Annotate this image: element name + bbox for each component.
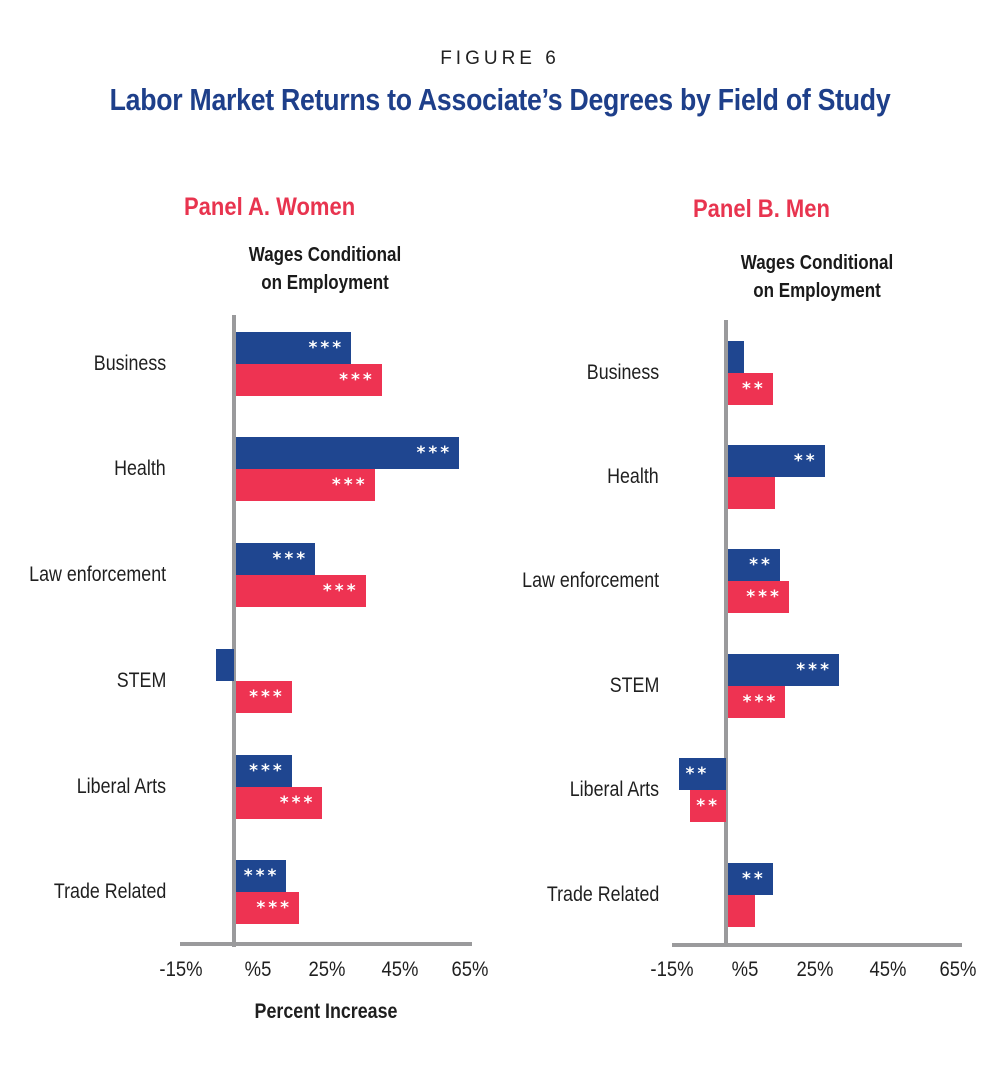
panel-b-x-tick-label: 45% <box>869 958 907 981</box>
panel-b-x-tick-label: %5 <box>731 958 759 981</box>
panel-a-bar: *** <box>236 332 352 364</box>
panel-a-x-tick-label: -15% <box>159 958 203 981</box>
panel-b-bar <box>728 477 775 509</box>
panel-b-x-tick-label: 25% <box>796 958 834 981</box>
panel-a-bar: *** <box>236 755 292 787</box>
significance-stars: *** <box>416 443 453 463</box>
panel-b-metric-line2: on Employment <box>753 280 881 302</box>
panel-a-x-tick-label: 45% <box>381 958 419 981</box>
significance-stars: *** <box>279 793 316 813</box>
significance-stars: *** <box>308 338 345 358</box>
significance-stars: ** <box>793 451 818 471</box>
significance-stars: ** <box>749 555 773 575</box>
panel-b-x-axis <box>672 943 962 947</box>
panel-b-bar: *** <box>728 581 789 613</box>
significance-stars: ** <box>741 869 766 889</box>
significance-stars: *** <box>243 866 280 886</box>
significance-stars: ** <box>696 796 720 816</box>
panel-a-category-label: Liberal Arts <box>76 775 166 798</box>
significance-stars: *** <box>249 761 285 781</box>
significance-stars: *** <box>256 898 292 918</box>
panel-a-bar: *** <box>236 364 382 396</box>
panel-a-x-axis-title: Percent Increase <box>254 1000 398 1023</box>
panel-b-bar: *** <box>728 686 786 718</box>
panel-a-bar: *** <box>236 892 299 924</box>
significance-stars: *** <box>746 587 782 607</box>
significance-stars: *** <box>249 687 285 707</box>
panel-a-category-label: STEM <box>116 669 166 692</box>
panel-a-title: Panel A. Women <box>184 193 356 221</box>
panel-b-bar: ** <box>679 758 726 790</box>
panel-a-metric-line2: on Employment <box>261 272 389 294</box>
significance-stars: *** <box>742 692 779 712</box>
panel-b-category-label: Law enforcement <box>522 569 659 592</box>
panel-b-category-label: Business <box>586 361 659 384</box>
panel-a-bar: *** <box>236 437 460 469</box>
significance-stars: ** <box>741 379 766 399</box>
figure-label: FIGURE 6 <box>440 48 560 69</box>
panel-b-x-tick-label: -15% <box>650 958 694 981</box>
panel-a-x-tick-label: %5 <box>244 958 272 981</box>
panel-b-bar: ** <box>728 373 773 405</box>
panel-a-x-axis <box>180 942 472 946</box>
panel-b-bar: ** <box>690 790 726 822</box>
panel-b-bar <box>728 895 755 927</box>
panel-a-bar <box>216 649 234 681</box>
panel-b-category-label: STEM <box>609 674 659 697</box>
panel-a-bar: *** <box>236 860 287 892</box>
panel-a-x-tick-label: 65% <box>451 958 489 981</box>
figure-title: Labor Market Returns to Associate’s Degr… <box>109 82 891 117</box>
significance-stars: *** <box>322 581 359 601</box>
panel-a-bar: *** <box>236 543 316 575</box>
panel-a-bar: *** <box>236 469 375 501</box>
panel-a-metric-line1: Wages Conditional <box>248 244 402 266</box>
panel-a-category-label: Trade Related <box>53 880 166 903</box>
panel-a-bar: *** <box>236 787 323 819</box>
panel-a-category-label: Law enforcement <box>29 563 166 586</box>
panel-a-x-tick-label: 25% <box>308 958 346 981</box>
panel-b-bar <box>728 341 745 373</box>
panel-b-metric-line1: Wages Conditional <box>740 252 894 274</box>
panel-b-zero-line <box>724 320 728 947</box>
panel-b-metric-title: Wages Conditional on Employment <box>724 249 911 305</box>
panel-b-bar: *** <box>728 654 839 686</box>
panel-a-bar: *** <box>236 575 366 607</box>
panel-b-category-label: Liberal Arts <box>569 778 659 801</box>
panel-b-bar: ** <box>728 549 780 581</box>
significance-stars: *** <box>272 549 309 569</box>
panel-a-category-label: Health <box>114 457 166 480</box>
panel-a-category-label: Business <box>93 352 166 375</box>
significance-stars: ** <box>685 764 710 784</box>
panel-a-zero-line <box>232 315 236 947</box>
panel-b-bar: ** <box>728 445 825 477</box>
significance-stars: *** <box>339 370 375 390</box>
panel-b-title: Panel B. Men <box>693 195 830 223</box>
panel-b-category-label: Trade Related <box>546 883 659 906</box>
panel-b-x-tick-label: 65% <box>939 958 977 981</box>
panel-b-category-label: Health <box>607 465 659 488</box>
panel-a-metric-title: Wages Conditional on Employment <box>232 241 419 297</box>
panel-b-bar: ** <box>728 863 773 895</box>
significance-stars: *** <box>331 475 368 495</box>
significance-stars: *** <box>796 660 832 680</box>
panel-a-bar: *** <box>236 681 292 713</box>
